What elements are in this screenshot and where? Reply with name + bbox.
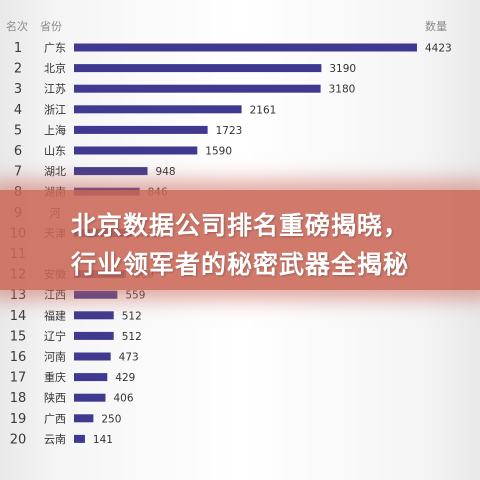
- value-label: 559: [125, 290, 145, 302]
- value-label: 429: [115, 372, 135, 384]
- rank-label: 13: [10, 288, 27, 303]
- bar: [74, 146, 198, 155]
- rank-label: 5: [14, 123, 22, 138]
- rank-label: 3: [14, 82, 22, 97]
- province-label: 上海: [44, 123, 66, 137]
- province-label: 陕西: [44, 391, 66, 405]
- rank-label: 7: [14, 165, 22, 180]
- bar: [74, 373, 108, 382]
- bar: [74, 125, 208, 134]
- province-label: 辽宁: [44, 329, 66, 343]
- chart-row: 17 重庆 429: [10, 370, 136, 386]
- chart-row: 19 广西 250: [10, 412, 122, 427]
- chart-row: 4 浙江 2161: [14, 103, 276, 118]
- rank-label: 18: [10, 391, 27, 406]
- chart-row: 16 河南 473: [10, 350, 139, 365]
- chart-row: 7 湖北 948: [14, 165, 176, 180]
- bar: [74, 393, 106, 402]
- rank-label: 1: [14, 41, 22, 56]
- bar: [74, 43, 417, 52]
- value-label: 512: [122, 310, 142, 322]
- province-column-header: 省份: [40, 20, 62, 33]
- rank-label: 2: [14, 62, 22, 77]
- headline-line-2: 行业领军者的秘密武器全揭秘: [70, 250, 409, 279]
- rank-label: 16: [10, 350, 27, 365]
- province-label: 广西: [44, 412, 66, 425]
- province-label: 湖北: [44, 165, 66, 178]
- value-label: 3190: [329, 63, 356, 75]
- province-label: 江苏: [44, 83, 66, 96]
- value-label: 512: [122, 331, 142, 343]
- rank-label: 14: [10, 309, 27, 324]
- province-label: 广东: [44, 42, 66, 55]
- rank-column-header: 名次: [6, 19, 28, 33]
- value-label: 3180: [329, 84, 356, 96]
- rank-label: 6: [14, 144, 22, 159]
- province-label: 北京: [44, 61, 66, 75]
- rank-label: 4: [14, 103, 22, 118]
- province-label: 福建: [44, 308, 66, 322]
- bar: [74, 331, 114, 340]
- value-label: 141: [93, 434, 113, 446]
- rank-label: 17: [10, 371, 27, 386]
- headline-banner: 北京数据公司排名重磅揭晓， 行业领军者的秘密武器全揭秘: [0, 190, 480, 290]
- value-label: 1590: [205, 146, 232, 158]
- bar: [74, 64, 322, 73]
- province-label: 浙江: [44, 103, 66, 116]
- bar: [74, 352, 111, 361]
- bar: [74, 167, 148, 176]
- chart-row: 1 广东 4423: [14, 41, 452, 56]
- value-label: 1723: [216, 125, 243, 137]
- value-label: 250: [101, 413, 121, 425]
- chart-row: 13 江西 559: [10, 288, 146, 303]
- value-label: 2161: [250, 104, 277, 116]
- bar: [74, 414, 94, 423]
- province-label: 江西: [44, 289, 66, 302]
- bar: [74, 311, 114, 320]
- bar: [74, 290, 118, 299]
- rank-label: 15: [10, 329, 27, 344]
- value-label: 948: [156, 166, 176, 178]
- chart-row: 3 江苏 3180: [14, 82, 355, 97]
- value-column-header: 数量: [425, 20, 447, 33]
- chart-row: 2 北京 3190: [14, 61, 356, 77]
- province-label: 山东: [44, 145, 66, 158]
- chart-header-row: 名次 省份 数量: [6, 19, 447, 33]
- chart-row: 6 山东 1590: [14, 144, 232, 159]
- value-label: 473: [119, 352, 139, 364]
- chart-row: 5 上海 1723: [14, 123, 242, 139]
- value-label: 4423: [425, 43, 452, 55]
- headline-line-1: 北京数据公司排名重磅揭晓，: [70, 211, 409, 240]
- province-label: 河南: [44, 351, 66, 364]
- chart-row: 20 云南 141: [10, 432, 113, 447]
- province-label: 云南: [44, 433, 66, 446]
- chart-row: 14 福建 512: [10, 308, 142, 324]
- bar: [74, 434, 85, 443]
- bar: [74, 84, 321, 93]
- rank-label: 20: [10, 432, 27, 447]
- province-label: 重庆: [44, 370, 66, 384]
- chart-row: 15 辽宁 512: [10, 329, 142, 345]
- bar: [74, 105, 242, 114]
- value-label: 406: [113, 393, 133, 405]
- chart-row: 18 陕西 406: [10, 391, 134, 407]
- rank-label: 19: [10, 412, 27, 427]
